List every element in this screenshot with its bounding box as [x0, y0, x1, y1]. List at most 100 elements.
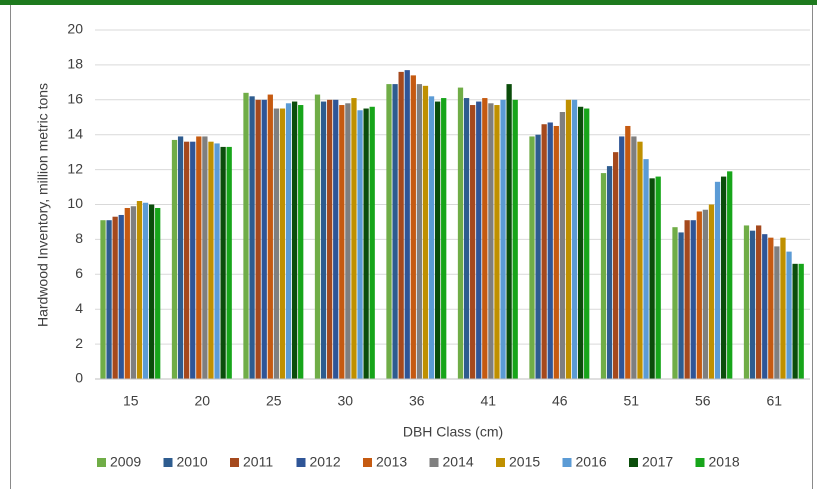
bar — [416, 84, 423, 379]
legend-label: 2016 — [576, 454, 607, 470]
bar — [488, 103, 494, 379]
bar — [363, 108, 369, 380]
x-tick-label: 61 — [766, 393, 782, 409]
legend-label: 2010 — [177, 454, 208, 470]
bar — [506, 84, 512, 379]
bar — [786, 251, 792, 379]
bar — [142, 202, 149, 379]
bar — [571, 99, 578, 380]
bar — [768, 237, 774, 379]
bar — [291, 101, 298, 380]
bar — [619, 136, 625, 379]
bar — [410, 75, 416, 380]
bar — [279, 108, 286, 380]
bar — [780, 237, 786, 379]
legend-swatch — [496, 458, 505, 467]
y-tick-label: 20 — [67, 21, 83, 37]
legend-label: 2011 — [243, 454, 273, 470]
bar — [690, 220, 696, 379]
legend-label: 2013 — [376, 454, 407, 470]
y-axis-title: Hardwood Inventory, million metric tons — [35, 83, 51, 327]
legend-swatch — [230, 458, 239, 467]
bar — [684, 220, 690, 379]
bar — [631, 136, 637, 379]
x-tick-label: 46 — [552, 393, 568, 409]
bar — [434, 101, 441, 380]
bar — [500, 99, 506, 380]
bar — [285, 103, 292, 379]
bar — [226, 146, 232, 379]
bar — [600, 173, 607, 379]
bar — [541, 124, 547, 379]
y-tick-label: 4 — [75, 300, 83, 316]
bar — [118, 214, 124, 379]
bar — [702, 209, 709, 379]
y-tick-label: 18 — [67, 56, 83, 72]
y-tick-label: 0 — [75, 370, 83, 386]
y-tick-label: 6 — [75, 265, 83, 281]
bar — [672, 227, 678, 379]
bar — [124, 207, 130, 379]
bar — [774, 246, 780, 379]
bar — [369, 106, 375, 379]
bar — [714, 181, 721, 379]
bar — [529, 136, 535, 379]
bar — [441, 98, 447, 380]
bar — [184, 141, 190, 379]
legend-swatch — [429, 458, 439, 467]
bar — [398, 71, 404, 379]
legend-swatch — [562, 458, 572, 467]
bar — [577, 106, 584, 379]
y-tick-label: 12 — [67, 160, 83, 176]
bar — [261, 99, 267, 380]
bar — [708, 204, 715, 379]
bar — [637, 141, 643, 379]
bar — [202, 136, 208, 379]
bar — [547, 122, 553, 380]
bar — [749, 230, 756, 379]
bar — [267, 94, 273, 379]
x-tick-label: 51 — [623, 393, 639, 409]
bar — [762, 234, 768, 379]
bar — [606, 166, 613, 379]
bar — [208, 141, 214, 379]
legend-swatch — [695, 458, 705, 467]
bar — [553, 125, 559, 379]
y-tick-label: 8 — [75, 230, 83, 246]
bar — [130, 206, 137, 379]
bar — [470, 105, 476, 379]
bar — [649, 178, 655, 379]
legend-label: 2014 — [443, 454, 474, 470]
legend-label: 2012 — [310, 454, 341, 470]
bar — [320, 101, 327, 380]
bar — [357, 110, 363, 380]
bar — [106, 220, 112, 379]
bar — [249, 96, 255, 379]
x-tick-label: 36 — [409, 393, 425, 409]
bar — [535, 134, 541, 379]
bar — [727, 171, 733, 379]
bar — [565, 99, 572, 380]
bar — [214, 143, 220, 379]
x-tick-label: 56 — [695, 393, 711, 409]
bar — [457, 87, 464, 380]
legend-swatch — [163, 458, 173, 467]
bar — [756, 225, 762, 379]
y-tick-label: 10 — [67, 195, 83, 211]
bar — [190, 141, 196, 379]
bar — [177, 136, 184, 379]
bar — [798, 263, 804, 379]
bar — [482, 98, 488, 380]
bar — [100, 220, 106, 379]
legend-swatch — [296, 458, 306, 467]
x-tick-label: 25 — [266, 393, 282, 409]
bar — [243, 92, 249, 379]
bar — [327, 99, 333, 380]
x-axis-title: DBH Class (cm) — [403, 424, 503, 440]
bar — [512, 99, 518, 380]
bar — [345, 103, 351, 379]
bar — [476, 101, 482, 380]
bar — [613, 152, 619, 379]
bar — [171, 139, 178, 379]
